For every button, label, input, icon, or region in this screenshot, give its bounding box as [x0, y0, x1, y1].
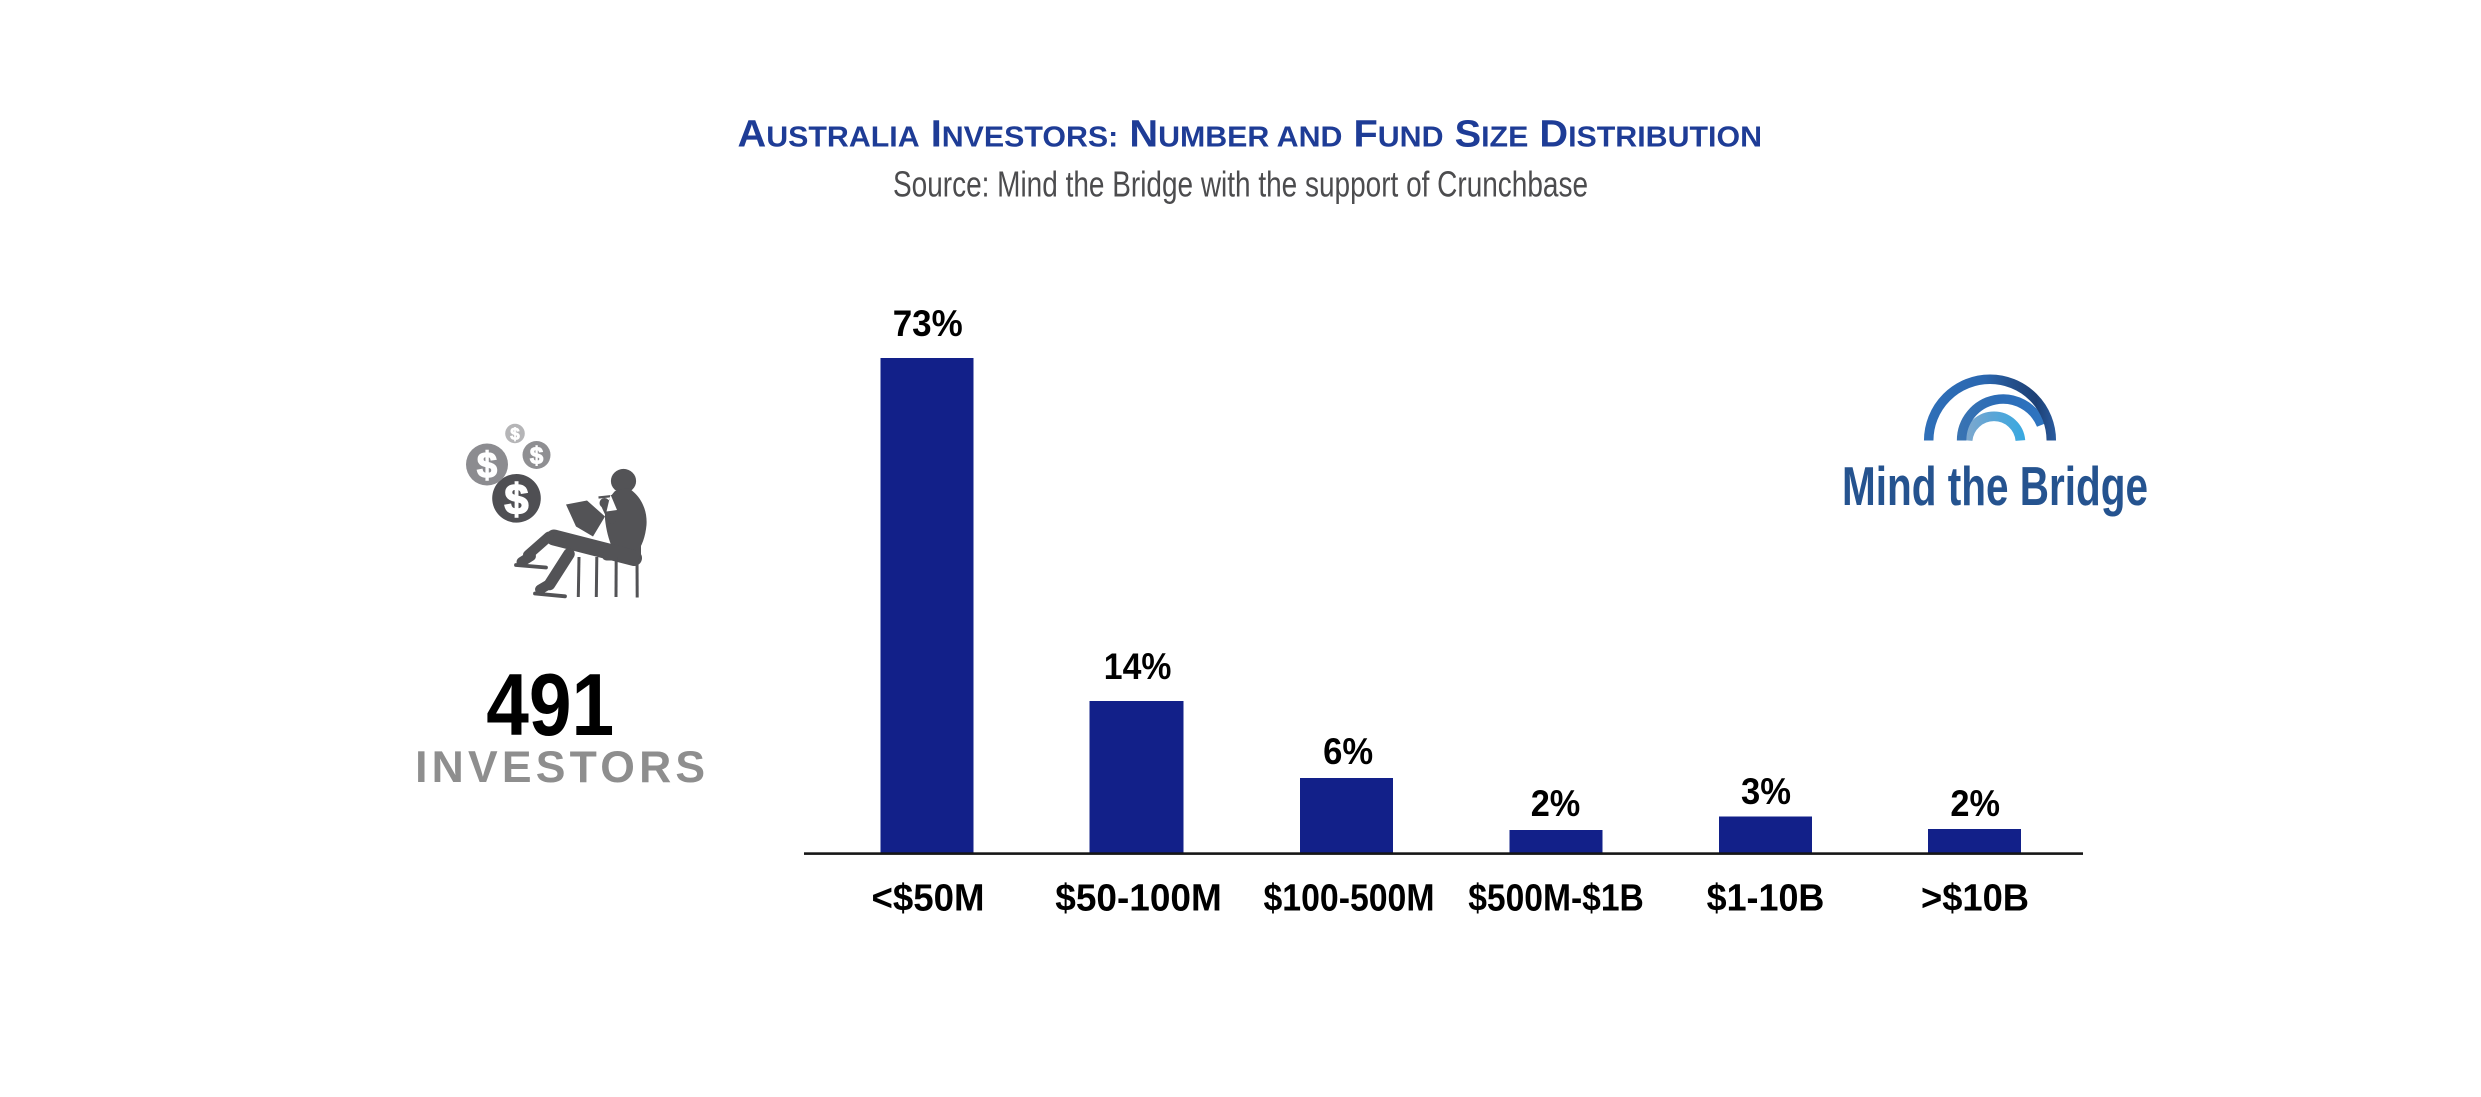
svg-text:73%: 73%: [893, 303, 963, 344]
svg-text:6%: 6%: [1323, 731, 1373, 772]
svg-text:$100-500M: $100-500M: [1264, 878, 1435, 920]
svg-text:$500M-$1B: $500M-$1B: [1468, 878, 1644, 920]
svg-text:$50-100M: $50-100M: [1055, 878, 1222, 920]
svg-text:Source: Mind the Bridge with t: Source: Mind the Bridge with the support…: [893, 163, 1588, 204]
svg-text:$: $: [510, 425, 520, 444]
svg-text:$1-10B: $1-10B: [1707, 878, 1825, 920]
svg-text:$: $: [530, 443, 544, 470]
svg-text:>$10B: >$10B: [1921, 878, 2029, 920]
svg-text:14%: 14%: [1104, 646, 1172, 687]
svg-text:2%: 2%: [1950, 783, 2000, 824]
svg-text:491: 491: [486, 655, 614, 754]
svg-text:$: $: [505, 476, 529, 524]
svg-text:<$50M: <$50M: [872, 878, 985, 920]
svg-text:2%: 2%: [1531, 783, 1581, 824]
svg-text:Mind the Bridge: Mind the Bridge: [1842, 455, 2148, 517]
svg-text:$: $: [477, 444, 497, 485]
svg-text:3%: 3%: [1741, 771, 1791, 812]
svg-text:INVESTORS: INVESTORS: [415, 743, 705, 792]
